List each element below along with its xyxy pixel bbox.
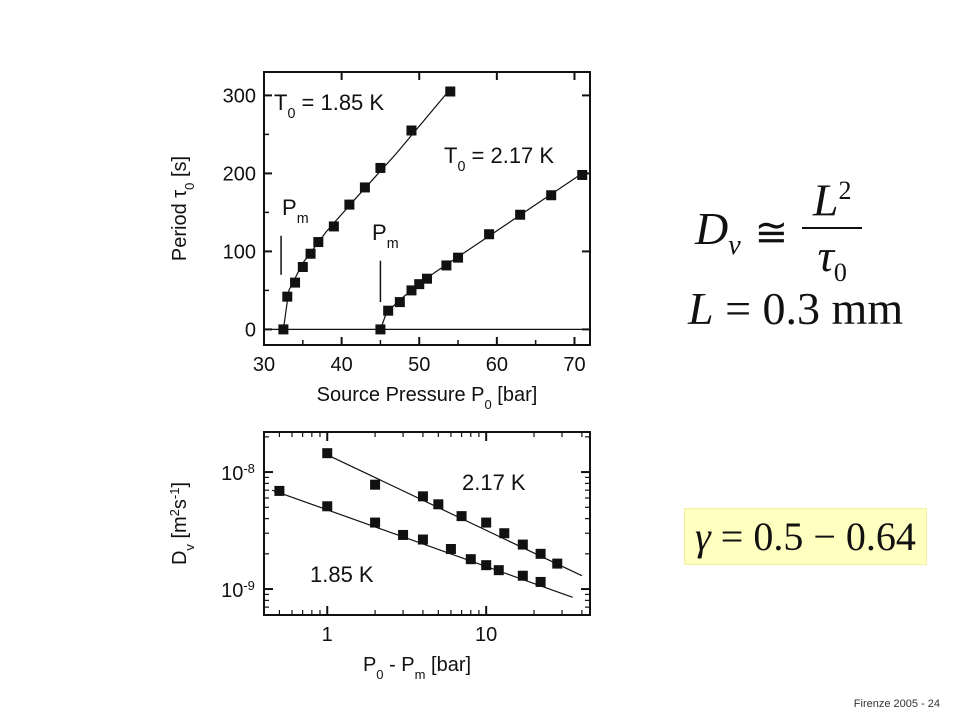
x-tick-label: 40 xyxy=(330,354,352,376)
period-vs-pressure-chart: 30 40 50 60 70 0 100 200 300 Source Pressure P0 [… xyxy=(169,71,591,412)
x-axis-label: Source Pressure P0 [bar] xyxy=(317,384,538,412)
x-tick-label: 30 xyxy=(253,354,275,376)
diffusion-vs-pressure-chart: 1 10 10-8 10-9 P0 - Pm [bar] Dv [m2s-1] 2.17 K… xyxy=(167,431,591,682)
data-point-series-0 xyxy=(481,517,492,528)
y-tick-label: 100 xyxy=(223,241,256,263)
data-point-series-0 xyxy=(535,548,546,559)
data-point-series-1 xyxy=(414,279,425,290)
data-point-series-0 xyxy=(517,539,528,550)
data-point-series-1 xyxy=(398,529,409,540)
data-point-series-0 xyxy=(322,448,333,459)
fit-line-series-0 xyxy=(282,88,451,330)
series-label-2-17K: 2.17 K xyxy=(462,470,526,495)
series-label-1-85K: T0 = 1.85 K xyxy=(274,90,384,122)
plot-frame xyxy=(263,71,591,346)
data-point-series-1 xyxy=(453,252,464,263)
data-point-series-0 xyxy=(290,277,301,288)
data-point-series-1 xyxy=(370,517,381,528)
y-tick-label: 10-8 xyxy=(221,461,255,486)
series-label-1-85K: 1.85 K xyxy=(310,562,374,587)
y-axis-label: Dv [m2s-1] xyxy=(167,482,197,565)
data-point-series-0 xyxy=(359,182,370,193)
y-tick-label: 0 xyxy=(245,319,256,341)
slide-footer: Firenze 2005 - 24 xyxy=(853,698,940,710)
y-tick-label: 200 xyxy=(223,163,256,185)
data-point-series-1 xyxy=(445,543,456,554)
data-point-series-0 xyxy=(433,499,444,510)
data-point-series-0 xyxy=(344,199,355,210)
data-point-series-1 xyxy=(383,305,394,316)
x-tick-label: 10 xyxy=(475,624,497,646)
data-point-series-0 xyxy=(417,491,428,502)
data-point-series-0 xyxy=(305,248,316,259)
data-point-series-1 xyxy=(515,209,526,220)
data-point-series-0 xyxy=(297,262,308,272)
data-point-series-1 xyxy=(484,229,495,240)
data-point-series-0 xyxy=(552,558,563,569)
data-point-series-1 xyxy=(417,534,428,545)
data-point-series-1 xyxy=(493,565,504,576)
data-point-series-1 xyxy=(375,324,386,335)
data-point-series-1 xyxy=(546,190,557,201)
x-axis-label: P0 - Pm [bar] xyxy=(363,654,471,682)
data-point-series-0 xyxy=(456,511,467,522)
length-equation: L = 0.3 mm xyxy=(688,283,904,334)
onset-label-1-85K: Pm xyxy=(282,195,309,227)
plot-frame xyxy=(263,431,591,616)
gamma-equation: γ = 0.5 − 0.64 xyxy=(684,508,927,565)
y-tick-label: 10-9 xyxy=(221,578,255,603)
data-point-series-0 xyxy=(313,237,324,248)
data-point-series-0 xyxy=(370,479,381,490)
x-tick-label: 60 xyxy=(486,354,508,376)
data-point-series-0 xyxy=(445,86,456,97)
data-point-series-1 xyxy=(441,260,452,271)
data-point-series-0 xyxy=(499,528,510,539)
data-point-series-0 xyxy=(375,162,386,173)
data-point-series-1 xyxy=(422,273,432,284)
data-point-series-1 xyxy=(406,285,417,296)
x-tick-label: 1 xyxy=(322,624,333,646)
data-point-series-1 xyxy=(481,560,492,571)
series-label-2-17K: T0 = 2.17 K xyxy=(444,143,554,175)
y-axis-label: Period τ0 [s] xyxy=(169,156,197,261)
data-point-series-0 xyxy=(278,324,289,335)
x-tick-label: 70 xyxy=(563,354,585,376)
y-tick-label: 300 xyxy=(223,85,256,107)
x-tick-label: 50 xyxy=(408,354,430,376)
data-point-series-0 xyxy=(406,125,417,136)
data-point-series-1 xyxy=(465,554,476,565)
data-point-series-0 xyxy=(328,221,339,232)
data-point-series-0 xyxy=(282,291,293,302)
onset-label-2-17K: Pm xyxy=(372,220,399,252)
diffusion-equation: Dv ≅ L2 τ0 xyxy=(695,168,863,297)
data-point-series-1 xyxy=(322,501,333,512)
data-point-series-1 xyxy=(517,570,528,581)
data-point-series-1 xyxy=(577,169,588,180)
data-point-series-1 xyxy=(394,297,405,308)
data-point-series-1 xyxy=(535,576,546,587)
data-point-series-1 xyxy=(274,485,285,496)
